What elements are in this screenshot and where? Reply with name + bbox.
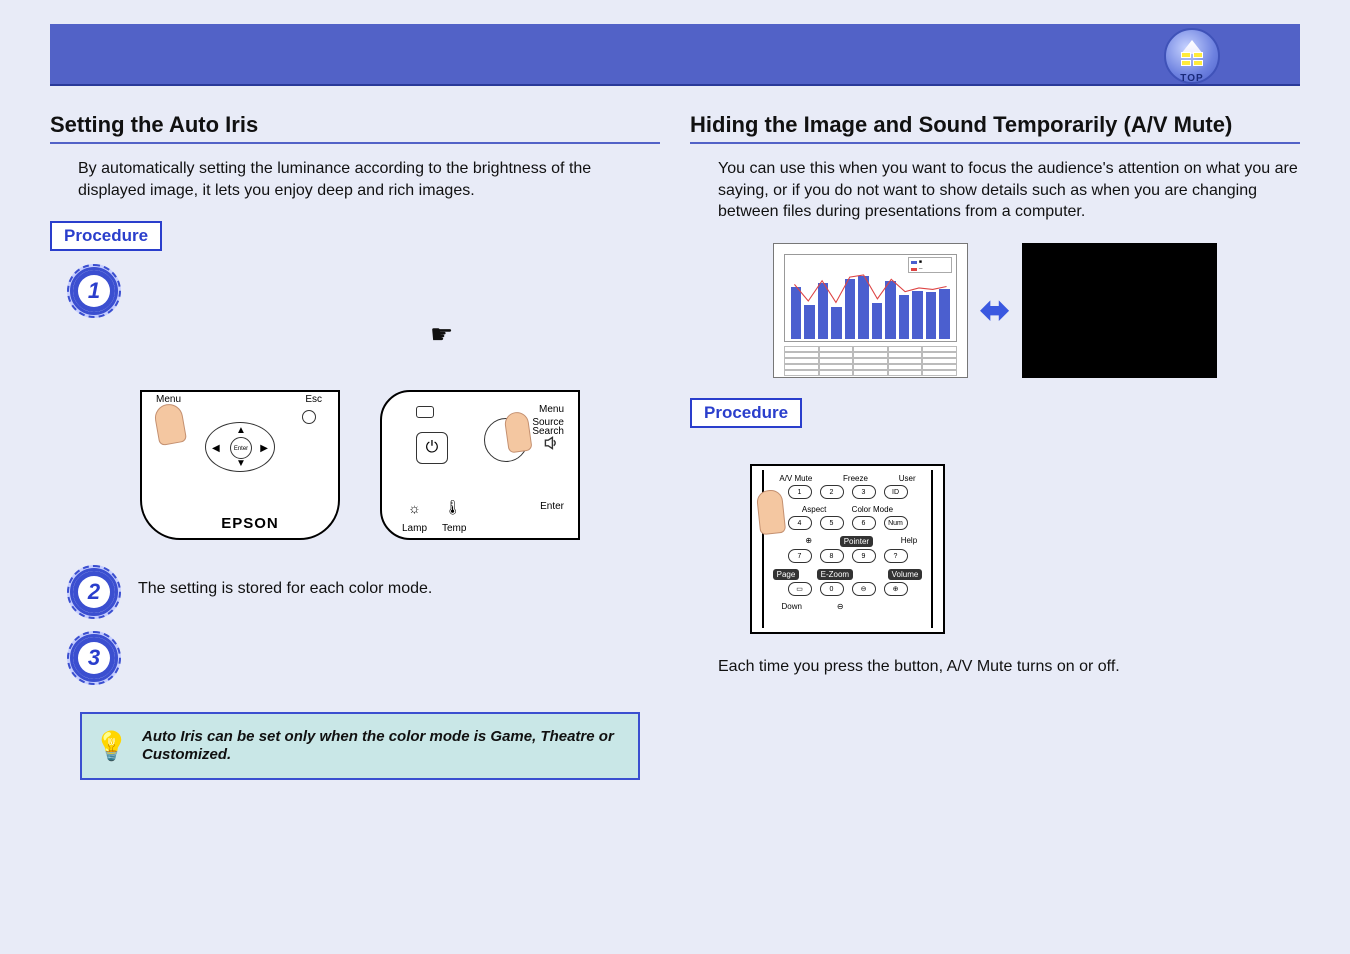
step-number-3: 3 — [70, 634, 118, 682]
remote-illustration: Menu Esc Enter ▲ ▼ ◀ ▶ EPSON — [140, 390, 340, 540]
step-1: 1 — [70, 267, 660, 315]
reference-bullet: ☛ — [430, 319, 660, 350]
left-column: Setting the Auto Iris By automatically s… — [50, 112, 660, 780]
chart-panel: ■ ─ — [773, 243, 968, 378]
muted-panel — [1022, 243, 1217, 378]
top-label: TOP — [1180, 73, 1203, 84]
power-button: ⏻ — [416, 432, 448, 464]
step-number-2: 2 — [70, 568, 118, 616]
remote-brand: EPSON — [152, 515, 348, 532]
remote-dpad: Enter ▲ ▼ ◀ ▶ — [205, 422, 275, 472]
temp-icon: 🌡 — [444, 499, 462, 516]
remote-enter: Enter — [230, 437, 252, 459]
hand-icon-3 — [756, 489, 786, 535]
step-2-text: The setting is stored for each color mod… — [138, 568, 432, 598]
procedure-label-right: Procedure — [690, 398, 802, 428]
tip-box: 💡 Auto Iris can be set only when the col… — [80, 712, 640, 780]
step-3: 3 — [70, 634, 660, 682]
step-number-1: 1 — [70, 267, 118, 315]
panel-source-label: SourceSearch — [532, 418, 564, 436]
chart-line — [789, 259, 952, 331]
panel-lamp-label: Lamp — [402, 523, 427, 534]
procedure-label-left: Procedure — [50, 221, 162, 251]
remote-esc-button — [302, 410, 316, 424]
speaker-icon — [544, 436, 558, 450]
tip-text: Auto Iris can be set only when the color… — [142, 728, 614, 763]
hand-icon-2 — [503, 411, 532, 454]
illustration-row: Menu Esc Enter ▲ ▼ ◀ ▶ EPSON Menu Source… — [140, 390, 660, 540]
chart-table — [784, 346, 957, 376]
left-intro: By automatically setting the luminance a… — [78, 158, 660, 201]
remote-small-illustration: A/V Mute Freeze User 1 2 3 ID Aspect Col… — [750, 464, 945, 634]
right-note: Each time you press the button, A/V Mute… — [718, 658, 1300, 676]
lamp-icon: ☼ — [408, 500, 421, 516]
left-heading: Setting the Auto Iris — [50, 112, 660, 144]
hand-icon — [153, 402, 188, 446]
remote-esc-label: Esc — [305, 394, 322, 405]
chart-area: ■ ─ — [784, 254, 957, 342]
panel-temp-label: Temp — [442, 523, 466, 534]
panel-indicator — [416, 406, 434, 418]
double-arrow-icon: ⬌ — [980, 289, 1010, 331]
top-home-badge[interactable]: TOP — [1164, 28, 1220, 84]
home-icon-windows — [1181, 52, 1203, 66]
avmute-illustration: ■ ─ ⬌ — [690, 243, 1300, 378]
panel-menu-label: Menu — [539, 404, 564, 415]
right-intro: You can use this when you want to focus … — [718, 158, 1300, 223]
panel-enter-label: Enter — [540, 501, 564, 512]
header-band — [50, 24, 1300, 86]
right-heading: Hiding the Image and Sound Temporarily (… — [690, 112, 1300, 144]
step-2: 2 The setting is stored for each color m… — [70, 568, 660, 616]
tip-lightbulb-icon: 💡 — [94, 730, 129, 763]
control-panel-illustration: Menu SourceSearch ⏻ Enter ☼ 🌡 Lamp Temp — [380, 390, 580, 540]
right-column: Hiding the Image and Sound Temporarily (… — [690, 112, 1300, 780]
